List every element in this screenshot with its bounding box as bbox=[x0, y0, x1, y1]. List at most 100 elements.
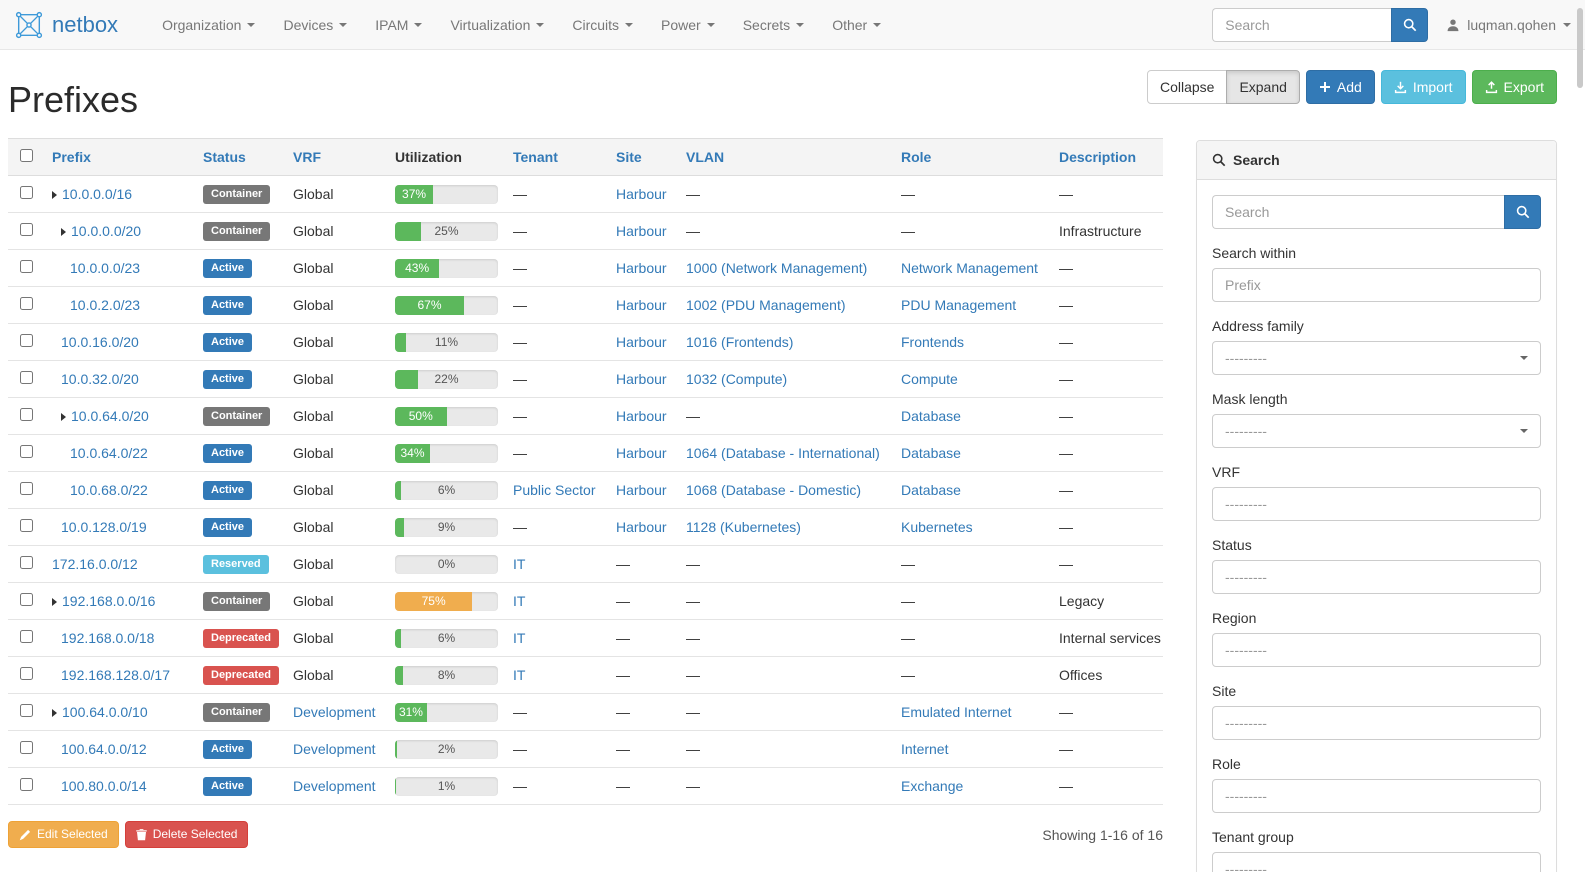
tenant-link[interactable]: IT bbox=[513, 593, 526, 609]
nav-item-virtualization[interactable]: Virtualization bbox=[436, 0, 558, 49]
prefix-link[interactable]: 100.64.0.0/12 bbox=[61, 741, 147, 757]
export-button[interactable]: Export bbox=[1471, 70, 1557, 104]
prefix-link[interactable]: 10.0.64.0/20 bbox=[71, 408, 149, 424]
prefix-link[interactable]: 192.168.0.0/16 bbox=[62, 593, 156, 609]
prefix-link[interactable]: 10.0.0.0/23 bbox=[70, 260, 141, 276]
vlan-link[interactable]: 1068 (Database - Domestic) bbox=[686, 482, 862, 498]
row-checkbox[interactable] bbox=[20, 260, 33, 273]
col-header-tenant[interactable]: Tenant bbox=[513, 149, 558, 165]
nav-item-circuits[interactable]: Circuits bbox=[558, 0, 647, 49]
navbar-search-button[interactable] bbox=[1391, 7, 1429, 42]
site-link[interactable]: Harbour bbox=[616, 297, 667, 313]
filter-input-status[interactable] bbox=[1212, 560, 1541, 594]
prefix-link[interactable]: 192.168.0.0/18 bbox=[61, 630, 155, 646]
vlan-link[interactable]: 1064 (Database - International) bbox=[686, 445, 880, 461]
role-link[interactable]: Compute bbox=[901, 371, 958, 387]
row-checkbox[interactable] bbox=[20, 408, 33, 421]
expand-caret-icon[interactable] bbox=[52, 191, 57, 199]
tenant-link[interactable]: Public Sector bbox=[513, 482, 596, 498]
row-checkbox[interactable] bbox=[20, 186, 33, 199]
expand-caret-icon[interactable] bbox=[52, 709, 57, 717]
col-header-site[interactable]: Site bbox=[616, 149, 642, 165]
vlan-link[interactable]: 1032 (Compute) bbox=[686, 371, 788, 387]
collapse-button[interactable]: Collapse bbox=[1146, 70, 1228, 104]
prefix-link[interactable]: 100.64.0.0/10 bbox=[62, 704, 148, 720]
row-checkbox[interactable] bbox=[20, 223, 33, 236]
row-checkbox[interactable] bbox=[20, 741, 33, 754]
tenant-link[interactable]: IT bbox=[513, 630, 526, 646]
filter-input-search-within[interactable] bbox=[1212, 268, 1541, 302]
row-checkbox[interactable] bbox=[20, 334, 33, 347]
role-link[interactable]: Emulated Internet bbox=[901, 704, 1012, 720]
prefix-link[interactable]: 10.0.0.0/20 bbox=[71, 223, 142, 239]
nav-item-organization[interactable]: Organization bbox=[148, 0, 269, 49]
role-link[interactable]: Database bbox=[901, 445, 961, 461]
filter-input-vrf[interactable] bbox=[1212, 487, 1541, 521]
prefix-link[interactable]: 172.16.0.0/12 bbox=[52, 556, 138, 572]
site-link[interactable]: Harbour bbox=[616, 408, 667, 424]
row-checkbox[interactable] bbox=[20, 556, 33, 569]
edit-selected-button[interactable]: Edit Selected bbox=[8, 821, 119, 848]
role-link[interactable]: Kubernetes bbox=[901, 519, 973, 535]
site-link[interactable]: Harbour bbox=[616, 445, 667, 461]
nav-item-power[interactable]: Power bbox=[647, 0, 729, 49]
prefix-link[interactable]: 10.0.2.0/23 bbox=[70, 297, 141, 313]
expand-caret-icon[interactable] bbox=[52, 598, 57, 606]
prefix-link[interactable]: 192.168.128.0/17 bbox=[61, 667, 170, 683]
prefix-link[interactable]: 10.0.128.0/19 bbox=[61, 519, 147, 535]
filter-input-role[interactable] bbox=[1212, 779, 1541, 813]
role-link[interactable]: Frontends bbox=[901, 334, 965, 350]
vlan-link[interactable]: 1128 (Kubernetes) bbox=[686, 519, 801, 535]
tenant-link[interactable]: IT bbox=[513, 556, 526, 572]
prefix-link[interactable]: 10.0.0.0/16 bbox=[62, 186, 133, 202]
netbox-brand[interactable]: netbox bbox=[14, 10, 118, 40]
col-header-vrf[interactable]: VRF bbox=[293, 149, 321, 165]
col-header-role[interactable]: Role bbox=[901, 149, 932, 165]
row-checkbox[interactable] bbox=[20, 445, 33, 458]
row-checkbox[interactable] bbox=[20, 371, 33, 384]
filter-input-tenant-group[interactable] bbox=[1212, 852, 1541, 872]
expand-caret-icon[interactable] bbox=[61, 228, 66, 236]
role-link[interactable]: Network Management bbox=[901, 260, 1038, 276]
filter-input-region[interactable] bbox=[1212, 633, 1541, 667]
add-button[interactable]: Add bbox=[1305, 70, 1375, 104]
col-header-description[interactable]: Description bbox=[1059, 149, 1137, 165]
row-checkbox[interactable] bbox=[20, 297, 33, 310]
row-checkbox[interactable] bbox=[20, 667, 33, 680]
col-header-vlan[interactable]: VLAN bbox=[686, 149, 725, 165]
filter-select-address-family[interactable]: --------- bbox=[1212, 341, 1541, 375]
col-header-prefix[interactable]: Prefix bbox=[52, 149, 91, 165]
expand-caret-icon[interactable] bbox=[61, 413, 66, 421]
col-header-status[interactable]: Status bbox=[203, 149, 246, 165]
row-checkbox[interactable] bbox=[20, 593, 33, 606]
vrf-link[interactable]: Development bbox=[293, 704, 376, 720]
delete-selected-button[interactable]: Delete Selected bbox=[124, 821, 249, 848]
nav-item-secrets[interactable]: Secrets bbox=[729, 0, 818, 49]
vlan-link[interactable]: 1002 (PDU Management) bbox=[686, 297, 846, 313]
nav-item-other[interactable]: Other bbox=[818, 0, 895, 49]
import-button[interactable]: Import bbox=[1380, 70, 1466, 104]
navbar-search-input[interactable] bbox=[1212, 7, 1392, 42]
prefix-link[interactable]: 10.0.68.0/22 bbox=[70, 482, 148, 498]
row-checkbox[interactable] bbox=[20, 630, 33, 643]
site-link[interactable]: Harbour bbox=[616, 186, 667, 202]
filter-search-input[interactable] bbox=[1212, 195, 1504, 229]
role-link[interactable]: Exchange bbox=[901, 778, 964, 794]
role-link[interactable]: Database bbox=[901, 482, 961, 498]
row-checkbox[interactable] bbox=[20, 704, 33, 717]
role-link[interactable]: Database bbox=[901, 408, 961, 424]
site-link[interactable]: Harbour bbox=[616, 334, 667, 350]
expand-button[interactable]: Expand bbox=[1226, 70, 1300, 104]
vrf-link[interactable]: Development bbox=[293, 741, 376, 757]
site-link[interactable]: Harbour bbox=[616, 223, 667, 239]
nav-item-devices[interactable]: Devices bbox=[269, 0, 361, 49]
vlan-link[interactable]: 1016 (Frontends) bbox=[686, 334, 794, 350]
role-link[interactable]: Internet bbox=[901, 741, 949, 757]
prefix-link[interactable]: 10.0.32.0/20 bbox=[61, 371, 139, 387]
user-menu[interactable]: luqman.qohen bbox=[1446, 17, 1571, 33]
filter-input-site[interactable] bbox=[1212, 706, 1541, 740]
vlan-link[interactable]: 1000 (Network Management) bbox=[686, 260, 868, 276]
row-checkbox[interactable] bbox=[20, 519, 33, 532]
row-checkbox[interactable] bbox=[20, 778, 33, 791]
row-checkbox[interactable] bbox=[20, 482, 33, 495]
